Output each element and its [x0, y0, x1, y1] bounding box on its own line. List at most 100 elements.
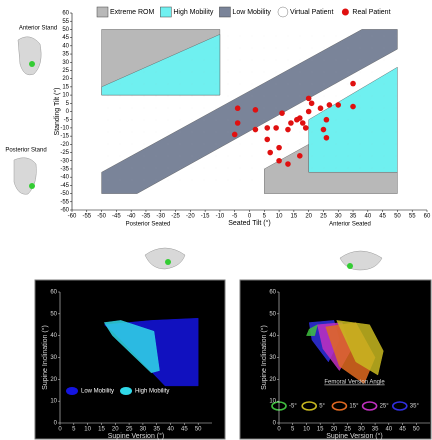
x-tick-label: 45 [399, 427, 406, 433]
x-tick-label: 30 [335, 214, 342, 220]
x-tick-label: 35 [153, 427, 160, 433]
y-tick-label: 55 [62, 19, 69, 25]
y-tick-label: -60 [60, 208, 69, 214]
x-tick-label: 35 [372, 427, 379, 433]
x-tick-label: 15 [317, 427, 324, 433]
real-patient [276, 158, 282, 164]
y-tick-label: 40 [269, 333, 276, 339]
x-tick-label: 45 [379, 214, 386, 220]
legend-swatch [66, 387, 78, 395]
legend-label: Real Patient [352, 9, 390, 16]
real-patient [253, 107, 259, 113]
y-tick-label: -30 [60, 158, 69, 164]
y-tick-label: 60 [269, 290, 276, 296]
real-patient [324, 117, 330, 123]
x-tick-label: -5 [232, 214, 238, 220]
y-tick-label: -10 [60, 125, 69, 131]
legend-label: -5° [289, 404, 297, 410]
x-tick-label: 20 [305, 214, 312, 220]
y-tick-label: 15 [62, 84, 69, 90]
x-tick-label: 50 [413, 427, 420, 433]
x-tick-label: 30 [358, 427, 365, 433]
x-axis-label: Seated Tilt (°) [228, 219, 270, 227]
y-tick-label: 50 [62, 27, 69, 33]
x-tick-label: -45 [112, 214, 121, 220]
y-tick-label: 30 [269, 355, 276, 361]
real-patient [318, 105, 324, 111]
legend-swatch [342, 9, 349, 16]
real-patient [297, 153, 303, 159]
real-patient [306, 96, 312, 102]
legend-swatch [160, 7, 171, 17]
x-axis-label: Supine Version (°) [108, 432, 165, 440]
x-tick-label: 0 [248, 214, 252, 220]
real-patient [264, 137, 270, 143]
x-tick-label: 35 [350, 214, 357, 220]
legend-item: Extreme ROM [97, 7, 155, 17]
y-tick-label: -25 [60, 150, 69, 156]
y-tick-label: 30 [50, 355, 57, 361]
x-tick-label: -40 [127, 214, 136, 220]
real-patient [306, 109, 312, 115]
image-label: Posterior Stand [5, 148, 46, 154]
y-tick-label: 60 [62, 11, 69, 17]
y-tick-label: -40 [60, 175, 69, 181]
image-label: Posterior Seated [126, 222, 171, 228]
y-tick-label: 10 [50, 399, 57, 405]
real-patient [324, 135, 330, 141]
y-tick-label: -35 [60, 167, 69, 173]
real-patient [309, 100, 315, 106]
y-tick-label: 5 [66, 101, 70, 107]
x-tick-label: 25 [320, 214, 327, 220]
x-tick-label: -25 [171, 214, 180, 220]
y-axis-label: Standing Tilt (°) [53, 88, 61, 136]
y-tick-label: 0 [66, 109, 70, 115]
y-tick-label: 60 [50, 290, 57, 296]
y-tick-label: 35 [62, 52, 69, 58]
x-tick-label: 45 [181, 427, 188, 433]
legend-item: Real Patient [342, 9, 391, 16]
x-tick-label: 15 [98, 427, 105, 433]
x-tick-label: 30 [140, 427, 147, 433]
y-tick-label: -55 [60, 199, 69, 205]
x-tick-label: -60 [68, 214, 77, 220]
legend-item: Low Mobility [219, 7, 271, 17]
y-tick-label: -50 [60, 191, 69, 197]
real-patient [264, 125, 270, 131]
real-patient [285, 127, 291, 133]
legend-label: High Mobility [173, 9, 214, 16]
legend-label: 25° [380, 404, 390, 410]
x-tick-label: -15 [201, 214, 210, 220]
y-tick-label: 45 [62, 35, 69, 41]
legend-swatch [120, 387, 132, 395]
legend-item: High Mobility [160, 7, 214, 17]
real-patient [279, 110, 285, 116]
y-axis-label: Supine Inclination (°) [260, 325, 268, 390]
real-patient [232, 132, 238, 138]
y-tick-label: 50 [50, 311, 57, 317]
real-patient [350, 81, 356, 87]
y-tick-label: 40 [50, 333, 57, 339]
x-tick-label: 20 [331, 427, 338, 433]
legend-title: Femoral Version Angle [324, 380, 385, 386]
legend-label: Low Mobility [232, 9, 271, 16]
legend-label: High Mobility [135, 389, 169, 395]
legend-label: 35° [410, 404, 420, 410]
y-tick-label: 10 [269, 399, 276, 405]
figure: Anterior Stand Posterior Stand Posterior… [0, 0, 432, 440]
real-patient [303, 125, 309, 131]
x-tick-label: 20 [112, 427, 119, 433]
x-tick-label: 40 [167, 427, 174, 433]
x-tick-label: 5 [263, 214, 267, 220]
x-tick-label: -50 [97, 214, 106, 220]
y-tick-label: -20 [60, 142, 69, 148]
x-tick-label: 15 [291, 214, 298, 220]
y-tick-label: 20 [50, 377, 57, 383]
x-tick-label: -30 [156, 214, 165, 220]
y-tick-label: -45 [60, 183, 69, 189]
real-patient [297, 115, 303, 121]
real-patient [235, 120, 241, 126]
real-patient [235, 105, 241, 111]
x-tick-label: -55 [82, 214, 91, 220]
x-tick-label: 10 [276, 214, 283, 220]
